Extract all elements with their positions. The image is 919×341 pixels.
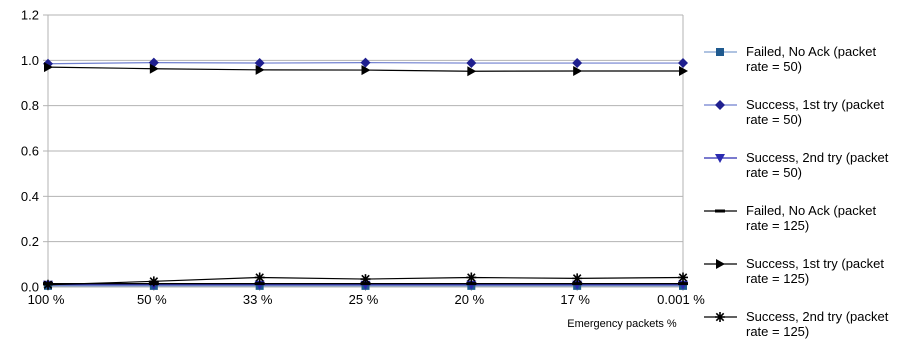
x-tick-label: 33 % <box>243 292 273 307</box>
data-point <box>678 58 688 69</box>
x-tick-label: 17 % <box>560 292 590 307</box>
y-axis-ticks: 0.0 0.2 0.4 0.6 0.8 1.0 1.2 <box>21 8 48 295</box>
series-group <box>43 57 688 290</box>
data-point <box>361 65 371 76</box>
data-point <box>360 274 371 285</box>
legend-label: Success, 2nd try (packet rate = 50) <box>746 150 889 180</box>
data-point <box>466 272 477 283</box>
data-point <box>466 282 477 286</box>
legend: Failed, No Ack (packet rate = 50) Success,… <box>704 44 889 339</box>
x-tick-label: 20 % <box>455 292 485 307</box>
data-point <box>678 272 688 283</box>
legend-label: Success, 1st try (packet rate = 50) <box>746 97 884 127</box>
data-point <box>466 58 477 69</box>
legend-item: Failed, No Ack (packet rate = 50) <box>704 44 876 74</box>
y-tick-label: 0.4 <box>21 189 39 204</box>
data-point <box>360 57 371 68</box>
series-6 <box>43 272 688 290</box>
data-point <box>467 66 477 77</box>
x-tick-label: 50 % <box>137 292 167 307</box>
legend-item: Success, 2nd try (packet rate = 125) <box>704 309 889 339</box>
legend-marker <box>715 209 725 213</box>
x-axis-ticks: 100 % 50 % 33 % 25 % 20 % 17 % 0.001 % <box>28 287 705 307</box>
series-2 <box>43 57 688 69</box>
legend-item: Success, 2nd try (packet rate = 50) <box>704 150 889 180</box>
legend-label: Success, 2nd try (packet rate = 125) <box>746 309 889 339</box>
legend-item: Success, 1st try (packet rate = 125) <box>704 256 884 286</box>
series-5 <box>44 62 688 77</box>
data-point <box>44 62 53 73</box>
data-point <box>679 65 688 76</box>
x-tick-label: 0.001 % <box>657 292 705 307</box>
data-point <box>149 63 159 74</box>
y-tick-label: 1.2 <box>21 8 39 23</box>
data-point <box>254 282 265 286</box>
data-point <box>43 279 53 290</box>
y-tick-label: 1.0 <box>21 53 39 68</box>
legend-label: Failed, No Ack (packet rate = 50) <box>746 44 876 74</box>
legend-marker <box>716 259 725 269</box>
data-point <box>572 282 583 286</box>
y-tick-label: 0.6 <box>21 144 39 159</box>
legend-label: Success, 1st try (packet rate = 125) <box>746 256 884 286</box>
x-tick-label: 100 % <box>28 292 65 307</box>
data-point <box>255 64 265 75</box>
gridlines <box>48 14 683 243</box>
legend-label: Failed, No Ack (packet rate = 125) <box>746 203 876 233</box>
data-point <box>678 282 688 286</box>
data-point <box>254 272 265 283</box>
legend-marker <box>715 154 725 163</box>
y-tick-label: 0.0 <box>21 280 39 295</box>
x-tick-label: 25 % <box>349 292 379 307</box>
x-axis-label: Emergency packets % <box>567 318 677 330</box>
y-tick-label: 0.8 <box>21 98 39 113</box>
data-point <box>254 58 265 69</box>
legend-marker <box>715 312 725 322</box>
legend-marker <box>715 100 725 110</box>
data-point <box>572 273 583 284</box>
legend-item: Failed, No Ack (packet rate = 125) <box>704 203 876 233</box>
data-point <box>148 276 159 287</box>
legend-item: Success, 1st try (packet rate = 50) <box>704 97 884 127</box>
data-point <box>572 58 583 69</box>
y-tick-label: 0.2 <box>21 234 39 249</box>
data-point <box>573 65 583 76</box>
legend-marker <box>716 48 724 56</box>
